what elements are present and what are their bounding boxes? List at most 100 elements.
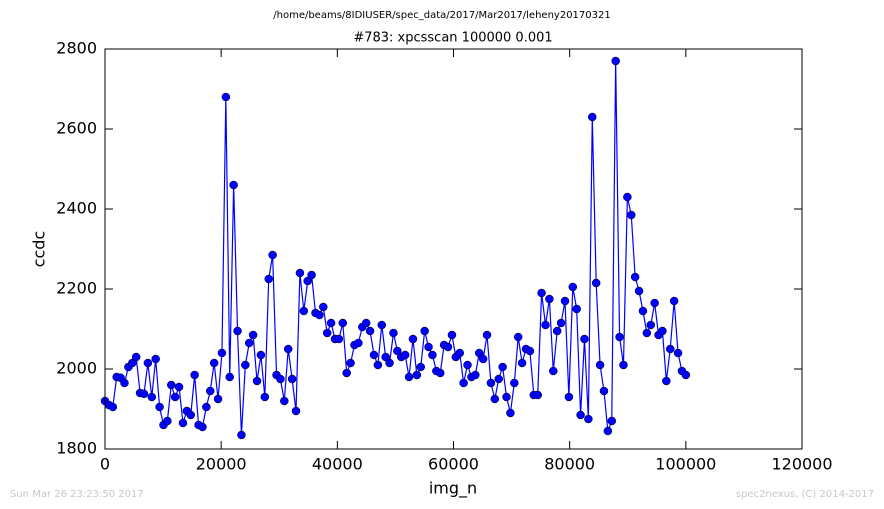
data-point	[233, 326, 242, 336]
data-point	[611, 56, 620, 66]
data-point	[459, 378, 468, 388]
data-point	[170, 392, 180, 402]
data-point	[568, 282, 578, 292]
data-point	[673, 348, 683, 358]
data-point	[502, 392, 511, 402]
data-point	[342, 368, 351, 378]
data-point	[155, 402, 164, 412]
data-point	[576, 410, 585, 420]
data-point	[447, 330, 457, 340]
data-point	[389, 328, 398, 338]
data-point	[435, 368, 445, 378]
data-point	[525, 346, 535, 356]
data-point	[163, 416, 172, 426]
data-point	[658, 326, 667, 336]
data-point	[584, 414, 593, 424]
data-point	[381, 352, 390, 362]
data-point	[217, 348, 227, 358]
data-point	[244, 338, 254, 348]
data-point	[139, 389, 149, 399]
y-tick-label: 1800	[56, 439, 97, 458]
data-point	[346, 358, 355, 368]
data-point	[408, 334, 418, 344]
data-point	[369, 350, 379, 360]
data-point	[283, 344, 293, 354]
data-point	[638, 306, 648, 316]
suptitle: /home/beams/8IDIUSER/spec_data/2017/Mar2…	[273, 10, 610, 21]
data-point	[120, 378, 129, 388]
data-point	[541, 320, 550, 330]
data-point	[252, 376, 262, 386]
data-point	[365, 326, 375, 336]
data-point	[595, 360, 605, 370]
y-axis-label: ccdc	[30, 231, 49, 268]
x-tick-label: 100000	[655, 455, 716, 474]
data-point	[319, 302, 328, 312]
data-point	[241, 360, 250, 370]
y-tick-label: 2200	[56, 279, 97, 298]
data-point	[268, 250, 277, 260]
data-point	[229, 180, 238, 190]
data-point	[463, 360, 472, 370]
data-point	[665, 344, 675, 354]
data-point	[630, 272, 640, 282]
data-point	[662, 376, 671, 386]
data-point	[248, 330, 258, 340]
data-point	[424, 342, 433, 352]
data-point	[276, 374, 285, 384]
data-point	[315, 310, 324, 320]
data-point	[482, 330, 492, 340]
data-point	[556, 318, 566, 328]
data-point	[517, 358, 527, 368]
data-point	[299, 306, 309, 316]
data-point	[151, 354, 160, 364]
data-point	[615, 332, 624, 342]
data-point	[361, 318, 371, 328]
y-tick-label: 2400	[56, 199, 97, 218]
data-point	[552, 326, 562, 336]
data-point	[428, 350, 437, 360]
y-tick-label: 2000	[56, 359, 97, 378]
data-point	[669, 296, 679, 306]
data-point	[377, 320, 387, 330]
data-point	[108, 402, 118, 412]
data-point	[147, 392, 157, 402]
data-point	[506, 408, 515, 418]
data-point	[307, 270, 316, 280]
data-point	[221, 92, 231, 102]
x-tick-label: 20000	[196, 455, 247, 474]
data-point	[650, 298, 659, 308]
data-point	[498, 362, 507, 372]
data-point	[143, 358, 153, 368]
data-point	[564, 392, 574, 402]
data-point	[486, 378, 496, 388]
data-point	[599, 386, 609, 396]
x-axis-label: img_n	[429, 479, 477, 499]
data-point	[128, 358, 137, 368]
data-point	[206, 386, 215, 396]
x-tick-label: 80000	[544, 455, 595, 474]
footer-left: Sun Mar 26 23:23:50 2017	[10, 489, 144, 500]
y-tick-label: 2800	[56, 39, 97, 58]
data-point	[537, 288, 546, 298]
data-point	[513, 332, 523, 342]
data-point	[167, 380, 176, 390]
data-point	[572, 304, 581, 314]
data-point	[354, 338, 363, 348]
data-point	[186, 410, 196, 420]
data-point	[494, 374, 503, 384]
data-point	[619, 360, 628, 370]
data-point	[198, 422, 207, 432]
data-point	[627, 210, 636, 220]
data-point	[478, 354, 488, 364]
data-point	[588, 112, 597, 122]
data-point	[287, 374, 297, 384]
data-point	[256, 350, 266, 360]
data-point	[303, 276, 312, 286]
data-point	[646, 320, 656, 330]
data-point	[603, 426, 613, 436]
data-point	[580, 334, 589, 344]
data-point	[549, 366, 558, 376]
data-point	[190, 370, 199, 380]
